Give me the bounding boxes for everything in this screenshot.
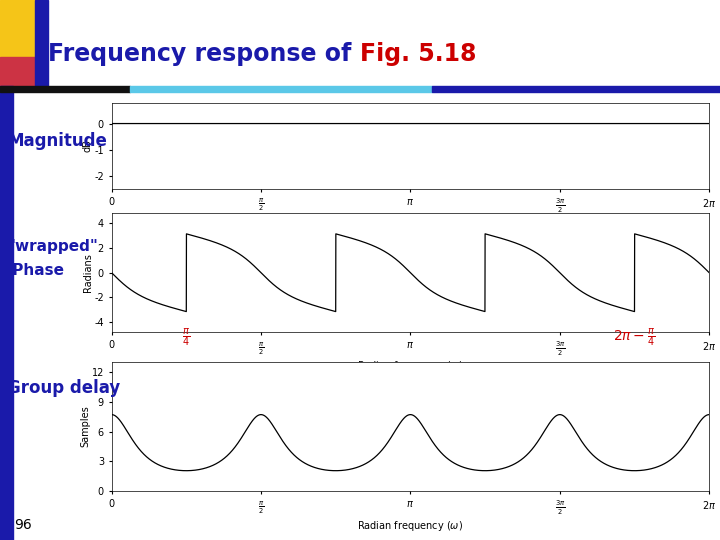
Text: $\frac{\pi}{4}$: $\frac{\pi}{4}$ [182, 326, 190, 348]
Text: "wrapped": "wrapped" [7, 239, 98, 254]
X-axis label: Radian frequency ($\omega$): Radian frequency ($\omega$) [357, 359, 464, 373]
X-axis label: Radian frequency ($\omega$): Radian frequency ($\omega$) [357, 518, 464, 532]
Text: Phase: Phase [7, 263, 64, 278]
Text: Magnitude: Magnitude [7, 132, 107, 151]
Y-axis label: Radians: Radians [83, 253, 93, 292]
Text: 96: 96 [14, 518, 32, 532]
Text: Fig. 5.18: Fig. 5.18 [360, 42, 477, 66]
Text: Group delay: Group delay [7, 379, 120, 397]
Text: Frequency response of: Frequency response of [48, 42, 360, 66]
Text: $2\pi-\frac{\pi}{4}$: $2\pi-\frac{\pi}{4}$ [613, 326, 656, 348]
X-axis label: Radian frequency ($\omega$): Radian frequency ($\omega$) [357, 216, 464, 230]
Y-axis label: Samples: Samples [80, 406, 90, 448]
Y-axis label: dB: dB [83, 139, 93, 152]
